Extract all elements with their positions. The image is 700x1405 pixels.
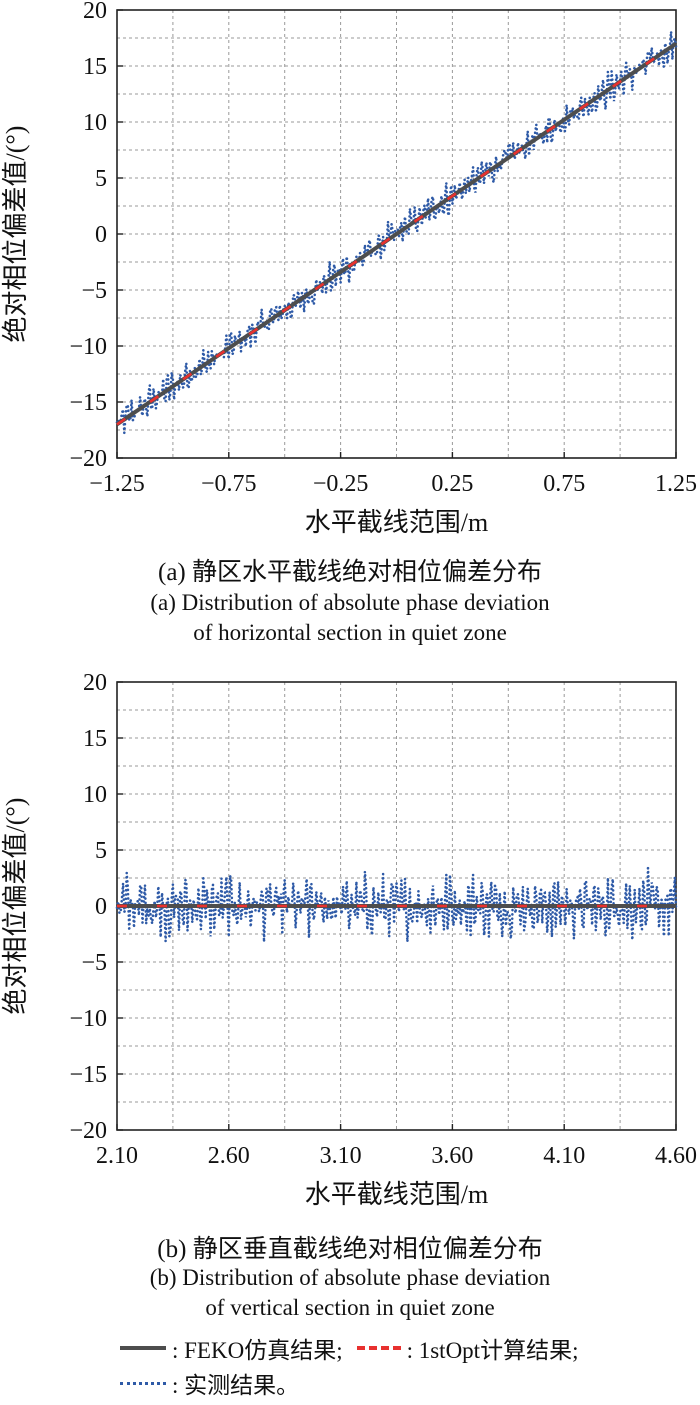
y-tick-label: −10 [69,1006,107,1032]
chart-b: 20 15 10 5 0 −5 −10 −15 −202.10 2.60 3.10 3.60 4.10 4… [1,670,697,1209]
y-tick-label: 5 [95,166,107,192]
y-tick-label: 20 [83,0,107,24]
x-axis-label: 水平截线范围/m [305,508,488,537]
y-tick-label: 10 [83,782,107,808]
x-tick-label: −0.25 [313,471,369,497]
y-tick-label: −15 [69,1062,107,1088]
legend-swatch-meas [120,1381,166,1385]
x-tick-label: 0.25 [431,471,473,497]
legend-swatch-sim [120,1346,166,1350]
x-tick-label: 2.10 [96,1143,138,1169]
y-tick-label: −20 [69,446,107,472]
y-tick-label: −10 [69,334,107,360]
y-tick-label: −5 [81,950,107,976]
caption-zh-b: (b) 静区垂直截线绝对相位偏差分布 [157,1236,543,1263]
y-tick-label: −20 [69,1118,107,1144]
x-tick-label: 4.10 [543,1143,585,1169]
caption-zh-a: (a) 静区水平截线绝对相位偏差分布 [158,559,542,586]
legend-label-sim: : FEKO仿真结果; [172,1338,343,1363]
legend-row-1: : FEKO仿真结果; : 1stOpt计算结果; [120,1331,578,1365]
y-tick-label: 15 [83,726,107,752]
y-tick-label: 0 [95,222,107,248]
y-tick-label: 15 [83,54,107,80]
x-tick-label: −0.75 [201,471,257,497]
series-measured-line [115,31,678,433]
x-tick-label: −1.25 [89,471,145,497]
caption-en-b-line2: of vertical section in quiet zone [205,1295,495,1320]
x-tick-label: 3.10 [320,1143,362,1169]
chart-a: 20 15 10 5 0 −5 −10 −15 −20−1.25 −0.75 −0.25 0.25 0.… [1,0,697,537]
caption-en-a-line1: (a) Distribution of absolute phase devia… [150,590,550,615]
series-measured-line [115,867,678,942]
legend-row-2: : 实测结果。 [120,1366,299,1400]
series-1stopt-line [116,42,677,426]
caption-en-b-line1: (b) Distribution of absolute phase devia… [149,1265,551,1290]
y-tick-label: 20 [83,670,107,696]
x-tick-label: 4.60 [655,1143,697,1169]
y-axis-label: 绝对相位偏差值/(°) [1,126,30,343]
x-tick-label: 0.75 [543,471,585,497]
x-tick-label: 2.60 [208,1143,250,1169]
y-axis-label: 绝对相位偏差值/(°) [1,798,30,1015]
x-tick-label: 3.60 [431,1143,473,1169]
y-tick-label: 10 [83,110,107,136]
legend-swatch-calc [356,1346,401,1350]
caption-en-a-line2: of horizontal section in quiet zone [193,620,507,645]
legend-label-calc: : 1stOpt计算结果; [406,1338,579,1363]
y-tick-label: −15 [69,390,107,416]
y-tick-label: −5 [81,278,107,304]
x-tick-label: 1.25 [655,471,697,497]
x-axis-label: 水平截线范围/m [305,1180,488,1209]
y-tick-label: 0 [95,894,107,920]
legend-label-meas: : 实测结果。 [172,1373,300,1398]
y-tick-label: 5 [95,838,107,864]
